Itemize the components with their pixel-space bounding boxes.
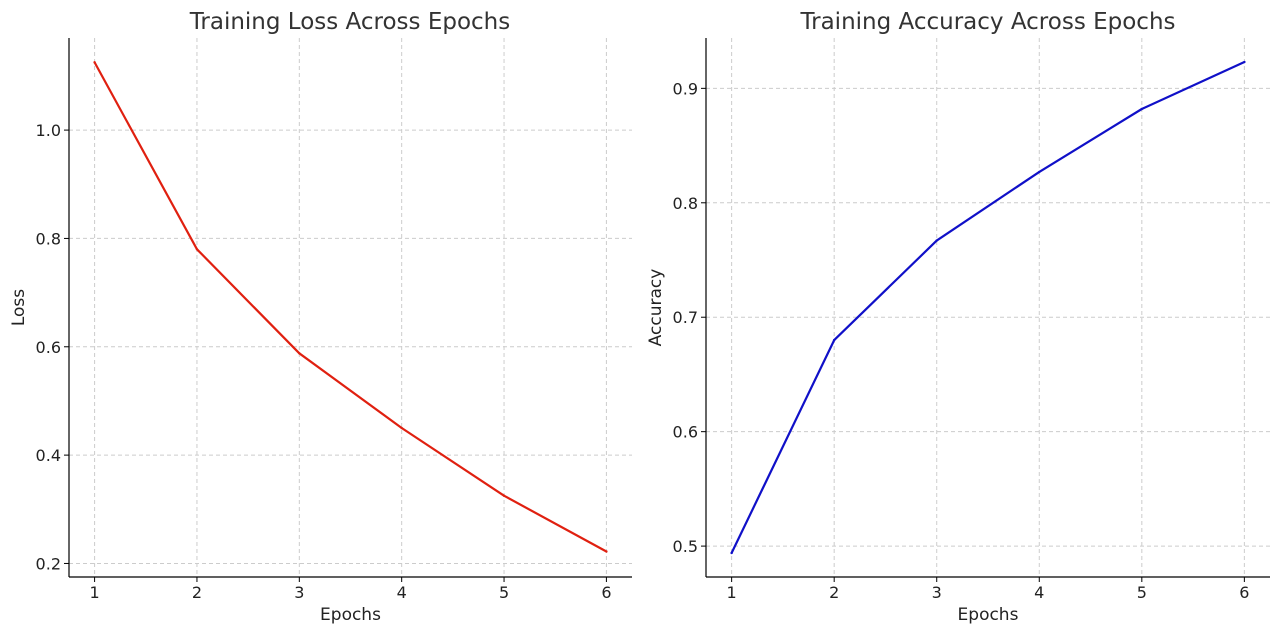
accuracy-data-point (730, 551, 733, 555)
loss-x-tick-label: 5 (499, 583, 509, 602)
loss-chart-title: Training Loss Across Epochs (189, 9, 511, 35)
loss-x-tick-label: 2 (192, 583, 202, 602)
loss-y-tick-label: 1.0 (36, 121, 61, 140)
accuracy-x-axis-label: Epochs (958, 605, 1019, 625)
loss-series-line (93, 61, 608, 553)
accuracy-y-tick-label: 0.7 (673, 308, 698, 327)
loss-y-tick-label: 0.2 (36, 554, 61, 573)
loss-x-tick-label: 1 (89, 583, 99, 602)
accuracy-chart-title: Training Accuracy Across Epochs (799, 9, 1175, 35)
loss-data-point (298, 352, 301, 355)
accuracy-y-tick-label: 0.9 (673, 79, 698, 98)
accuracy-x-tick-label: 2 (829, 583, 839, 602)
accuracy-data-point (1140, 107, 1144, 111)
accuracy-x-tick-label: 1 (727, 583, 737, 602)
loss-y-tick-label: 0.6 (36, 338, 61, 357)
accuracy-x-tick-label: 6 (1239, 583, 1249, 602)
loss-data-point (400, 426, 403, 430)
loss-y-axis-label: Loss (9, 289, 29, 326)
loss-y-tick-label: 0.4 (36, 446, 61, 465)
loss-data-point (502, 494, 506, 497)
accuracy-series-line (730, 60, 1246, 555)
loss-data-point (195, 248, 199, 251)
loss-data-point (93, 61, 96, 64)
loss-x-tick-label: 3 (294, 583, 304, 602)
loss-data-point (605, 550, 608, 553)
accuracy-x-tick-label: 4 (1034, 583, 1044, 602)
accuracy-x-tick-label: 3 (932, 583, 942, 602)
accuracy-x-tick-label: 5 (1137, 583, 1147, 602)
loss-x-tick-label: 4 (397, 583, 407, 602)
accuracy-data-point (1243, 60, 1246, 64)
accuracy-data-point (935, 239, 938, 242)
accuracy-data-point (832, 338, 836, 342)
accuracy-y-tick-label: 0.8 (673, 194, 698, 213)
accuracy-y-tick-label: 0.5 (673, 537, 698, 556)
accuracy-y-axis-label: Accuracy (646, 269, 666, 347)
accuracy-y-tick-label: 0.6 (673, 423, 698, 442)
loss-chart: 1 2 3 4 5 6 0.2 0.4 0.6 0.8 1.0 Training Loss Acros… (9, 9, 632, 625)
loss-y-tick-label: 0.8 (36, 229, 61, 248)
accuracy-data-point (1038, 170, 1041, 174)
accuracy-chart: 1 2 3 4 5 6 0.5 0.6 0.7 0.8 0.9 Training Accuracy A… (646, 9, 1270, 625)
loss-x-axis-label: Epochs (320, 605, 381, 625)
loss-x-tick-label: 6 (601, 583, 611, 602)
